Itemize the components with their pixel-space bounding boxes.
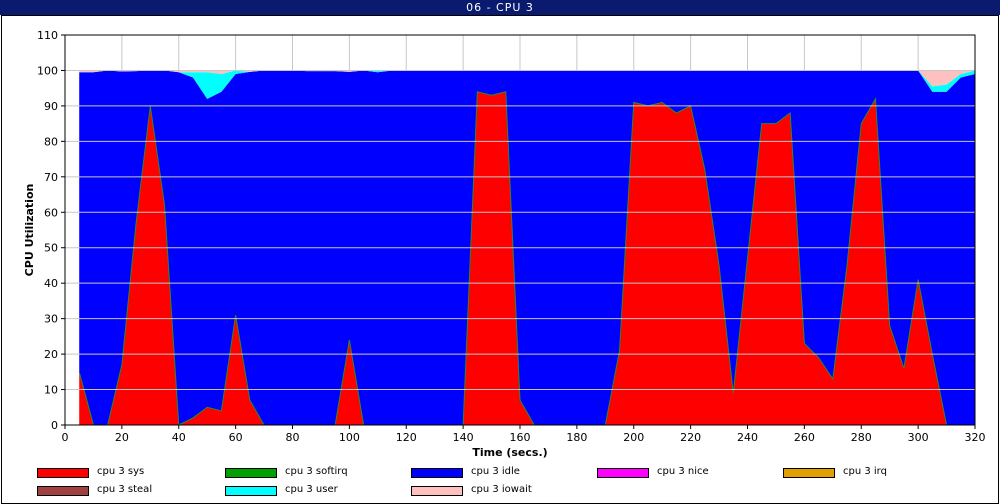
cpu-3-sys-area xyxy=(79,91,975,426)
legend-swatch xyxy=(225,468,277,478)
legend-swatch xyxy=(411,486,463,496)
legend-swatch xyxy=(37,468,89,478)
x-tick-label: 280 xyxy=(851,431,872,444)
x-tick-label: 20 xyxy=(115,431,129,444)
x-tick-label: 120 xyxy=(396,431,417,444)
x-tick-label: 220 xyxy=(680,431,701,444)
legend-swatch xyxy=(411,468,463,478)
legend-swatch xyxy=(597,468,649,478)
x-tick-label: 240 xyxy=(737,431,758,444)
legend-swatch xyxy=(783,468,835,478)
x-tick-label: 300 xyxy=(908,431,929,444)
x-tick-label: 100 xyxy=(339,431,360,444)
x-tick-label: 180 xyxy=(566,431,587,444)
x-tick-label: 260 xyxy=(794,431,815,444)
y-tick-label: 60 xyxy=(44,206,58,219)
legend-label: cpu 3 softirq xyxy=(285,466,348,477)
y-tick-label: 10 xyxy=(44,384,58,397)
x-tick-label: 60 xyxy=(229,431,243,444)
x-tick-label: 200 xyxy=(623,431,644,444)
window-title: 06 - CPU 3 xyxy=(0,0,1000,15)
x-tick-label: 320 xyxy=(965,431,986,444)
x-tick-label: 40 xyxy=(172,431,186,444)
x-tick-label: 80 xyxy=(286,431,300,444)
y-tick-label: 80 xyxy=(44,135,58,148)
y-tick-label: 20 xyxy=(44,348,58,361)
y-axis-label: CPU Utilization xyxy=(23,184,36,277)
y-tick-label: 30 xyxy=(44,313,58,326)
cpu-3-sys-outline xyxy=(78,91,975,426)
y-tick-label: 90 xyxy=(44,100,58,113)
legend-label: cpu 3 irq xyxy=(843,466,887,477)
y-tick-label: 110 xyxy=(37,29,58,42)
legend-label: cpu 3 nice xyxy=(657,466,709,477)
y-tick-label: 70 xyxy=(44,171,58,184)
x-tick-label: 160 xyxy=(510,431,531,444)
legend-label: cpu 3 sys xyxy=(97,466,145,477)
cpu-chart: 0 10 20 30 40 50 60 70 80 90 100 110 0 20 40 60 80 100 120… xyxy=(23,29,986,459)
legend-label: cpu 3 iowait xyxy=(471,484,532,495)
legend-label: cpu 3 user xyxy=(285,484,338,495)
y-tick-label: 0 xyxy=(51,419,58,432)
x-tick-label: 0 xyxy=(62,431,69,444)
y-tick-label: 100 xyxy=(37,64,58,77)
legend-label: cpu 3 idle xyxy=(471,466,520,477)
legend-label: cpu 3 steal xyxy=(97,484,153,495)
legend-swatch xyxy=(37,486,89,496)
legend: cpu 3 sys cpu 3 softirq cpu 3 idle cpu 3 ni… xyxy=(0,462,1000,504)
x-tick-label: 140 xyxy=(453,431,474,444)
y-tick-label: 50 xyxy=(44,242,58,255)
y-tick-label: 40 xyxy=(44,277,58,290)
x-axis-label: Time (secs.) xyxy=(472,446,547,459)
legend-swatch xyxy=(225,486,277,496)
